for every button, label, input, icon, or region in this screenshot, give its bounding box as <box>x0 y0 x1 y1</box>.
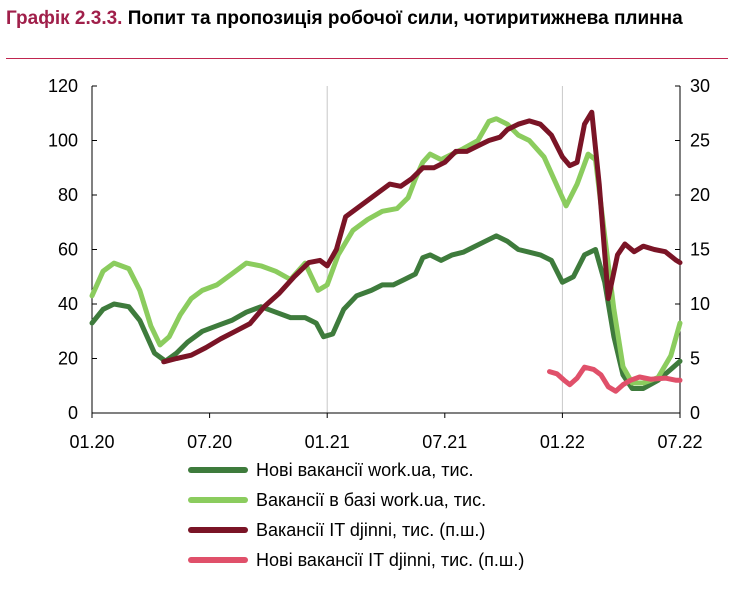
left-y-tick-label: 40 <box>58 294 78 314</box>
chart-legend: Нові вакансії work.ua, тис. Вакансії в ба… <box>188 455 524 575</box>
left-y-tick-label: 80 <box>58 185 78 205</box>
legend-swatch <box>188 497 248 503</box>
title-divider <box>6 58 728 59</box>
series-line-4 <box>547 364 683 394</box>
legend-item: Вакансії в базі work.ua, тис. <box>188 485 524 515</box>
x-tick-label: 07.21 <box>422 432 467 450</box>
legend-label: Нові вакансії IT djinni, тис. (п.ш.) <box>256 549 525 570</box>
right-y-tick-label: 5 <box>690 349 700 369</box>
right-y-tick-label: 20 <box>690 185 710 205</box>
right-y-tick-label: 25 <box>690 131 710 151</box>
legend-item: Вакансії IT djinni, тис. (п.ш.) <box>188 515 524 545</box>
chart-title-text: Попит та пропозиція робочої сили, чотири… <box>127 8 683 29</box>
left-y-tick-label: 100 <box>48 131 78 151</box>
right-y-tick-label: 15 <box>690 240 710 260</box>
legend-item: Нові вакансії work.ua, тис. <box>188 455 524 485</box>
chart-title-number: Графік 2.3.3. <box>6 8 123 29</box>
x-tick-label: 01.22 <box>540 432 585 450</box>
left-y-tick-label: 60 <box>58 240 78 260</box>
left-y-tick-label: 20 <box>58 349 78 369</box>
line-chart: 0 20 40 60 80 100 120 0 5 10 15 20 25 30 01.20 07.20 01.… <box>48 76 710 450</box>
chart-title: Графік 2.3.3. Попит та пропозиція робочо… <box>6 6 726 32</box>
legend-label: Вакансії IT djinni, тис. (п.ш.) <box>256 519 486 540</box>
right-y-tick-label: 10 <box>690 294 710 314</box>
legend-swatch <box>188 527 248 533</box>
legend-swatch <box>188 557 248 563</box>
series-line-2 <box>89 116 683 386</box>
x-tick-label: 07.22 <box>657 432 702 450</box>
legend-label: Нові вакансії work.ua, тис. <box>256 459 474 480</box>
right-y-tick-label: 30 <box>690 76 710 96</box>
x-tick-label: 07.20 <box>187 432 232 450</box>
x-tick-label: 01.20 <box>69 432 114 450</box>
legend-swatch <box>188 467 248 473</box>
series-line-1 <box>89 233 683 391</box>
right-y-tick-label: 0 <box>690 403 700 423</box>
series-line-3 <box>161 109 683 365</box>
legend-item: Нові вакансії IT djinni, тис. (п.ш.) <box>188 545 524 575</box>
x-tick-label: 01.21 <box>305 432 350 450</box>
left-y-tick-label: 120 <box>48 76 78 96</box>
left-y-tick-label: 0 <box>68 403 78 423</box>
legend-label: Вакансії в базі work.ua, тис. <box>256 489 487 510</box>
